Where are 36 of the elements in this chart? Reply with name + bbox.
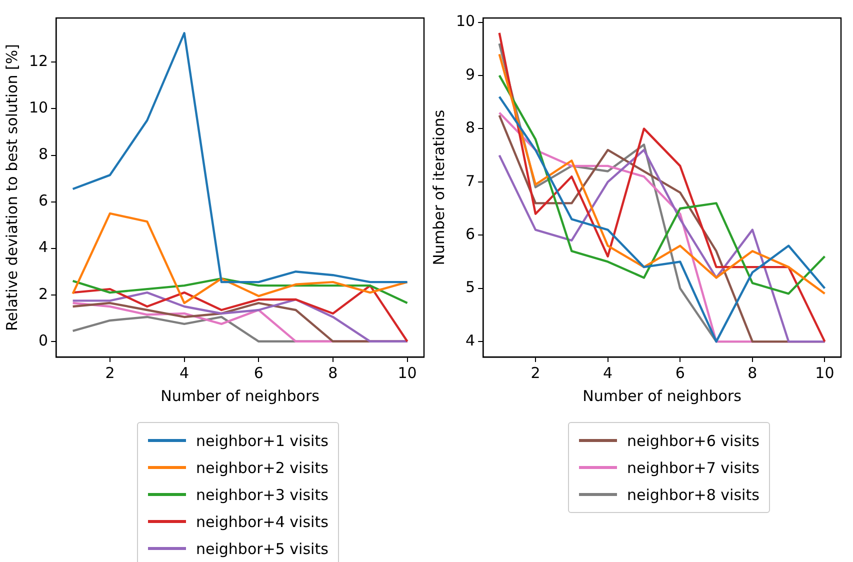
x-tick-label: 6 xyxy=(675,364,685,382)
x-tick-label: 4 xyxy=(603,364,613,382)
legend-label: neighbor+8 visits xyxy=(627,486,760,504)
y-axis-title: Number of iterations xyxy=(430,110,448,266)
y-tick-label: 8 xyxy=(38,145,48,164)
x-tick-label: 10 xyxy=(398,364,417,382)
legend-label: neighbor+3 visits xyxy=(196,486,328,504)
x-tick-label: 2 xyxy=(105,364,115,382)
y-tick-label: 10 xyxy=(28,98,48,117)
x-tick-label: 8 xyxy=(328,364,338,382)
y-tick-label: 5 xyxy=(466,278,476,296)
legend-label: neighbor+7 visits xyxy=(627,458,760,476)
x-tick-label: 4 xyxy=(180,364,190,382)
y-tick-label: 2 xyxy=(38,284,48,303)
y-tick-label: 6 xyxy=(38,192,48,210)
y-tick-label: 7 xyxy=(466,172,476,190)
y-tick-label: 4 xyxy=(38,238,48,256)
x-axis-title: Number of neighbors xyxy=(582,386,742,405)
y-tick-label: 0 xyxy=(38,331,48,350)
y-tick-label: 12 xyxy=(28,52,48,70)
x-tick-label: 6 xyxy=(254,364,264,382)
legend-label: neighbor+6 visits xyxy=(627,432,760,450)
legend-label: neighbor+4 visits xyxy=(196,512,328,530)
x-tick-label: 2 xyxy=(530,364,540,382)
x-tick-label: 10 xyxy=(815,364,834,382)
y-tick-label: 10 xyxy=(456,12,476,30)
y-axis-title: Relative deviation to best solution [%] xyxy=(2,44,21,331)
x-tick-label: 8 xyxy=(748,364,758,382)
legend-label: neighbor+1 visits xyxy=(196,432,328,450)
x-axis-title: Number of neighbors xyxy=(160,386,320,405)
y-tick-label: 4 xyxy=(466,331,476,350)
legend-label: neighbor+2 visits xyxy=(196,458,328,476)
legend-label: neighbor+5 visits xyxy=(196,540,328,558)
y-tick-label: 8 xyxy=(466,118,476,137)
y-tick-label: 6 xyxy=(466,225,476,244)
y-tick-label: 9 xyxy=(466,65,476,84)
